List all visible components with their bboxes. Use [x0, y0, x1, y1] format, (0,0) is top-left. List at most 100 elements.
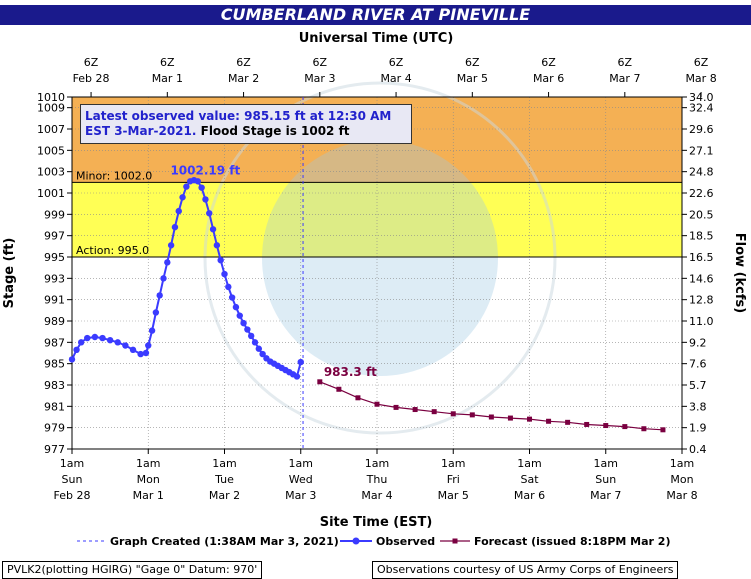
right-tick-label: 12.8 — [689, 294, 714, 307]
observed-point — [129, 346, 137, 353]
right-tick-label: 20.5 — [689, 208, 714, 221]
left-tick-label: 981 — [44, 400, 65, 413]
top-tick-label-date: Mar 3 — [304, 72, 335, 85]
minor-stage-label: Minor: 1002.0 — [76, 169, 152, 182]
forecast-point — [374, 401, 380, 407]
peak-label: 1002.19 ft — [170, 163, 240, 177]
top-tick-label-date: Mar 1 — [152, 72, 183, 85]
bottom-tick-label-date: Mar 6 — [514, 489, 545, 502]
right-tick-label: 24.8 — [689, 166, 714, 179]
observed-point — [198, 184, 205, 191]
observed-point — [183, 183, 190, 190]
forecast-point — [546, 418, 552, 424]
top-tick-label-hour: 6Z — [236, 56, 251, 69]
right-tick-label: 3.8 — [689, 400, 707, 413]
right-tick-label: 22.6 — [689, 187, 714, 200]
forecast-point — [603, 423, 609, 429]
left-tick-label: 1010 — [37, 91, 65, 104]
left-axis-title: Stage (ft) — [2, 238, 17, 309]
observed-point — [175, 207, 182, 215]
top-tick-label-date: Mar 8 — [685, 72, 716, 85]
bottom-tick-label-date: Mar 2 — [209, 489, 240, 502]
legend-observed-label: Observed — [376, 535, 435, 548]
bottom-tick-label-day: Thu — [366, 473, 388, 486]
bottom-tick-label-time: 1am — [670, 457, 694, 470]
top-tick-label-date: Feb 28 — [73, 72, 110, 85]
left-tick-label: 1007 — [37, 123, 65, 136]
observed-point — [99, 334, 106, 342]
right-tick-label: 11.0 — [689, 315, 714, 328]
forecast-point — [660, 427, 666, 433]
observed-point — [236, 312, 243, 319]
observed-point — [156, 292, 163, 299]
forecast-point — [450, 411, 456, 417]
left-tick-label: 997 — [44, 230, 65, 243]
top-tick-label-hour: 6Z — [541, 56, 556, 69]
observed-point — [160, 275, 167, 282]
left-tick-label: 991 — [44, 294, 65, 307]
observed-point — [255, 345, 263, 352]
observed-point — [179, 194, 186, 201]
observed-point — [152, 309, 160, 316]
bottom-tick-label-day: Sat — [520, 473, 539, 486]
top-tick-label-date: Mar 2 — [228, 72, 259, 85]
forecast-point — [488, 414, 494, 420]
right-tick-label: 1.9 — [689, 422, 707, 435]
observed-point — [142, 349, 150, 357]
observed-point — [247, 332, 255, 340]
bottom-tick-label-day: Tue — [214, 473, 234, 486]
bottom-tick-label-date: Mar 5 — [438, 489, 469, 502]
observed-point — [167, 242, 175, 249]
observed-point — [194, 178, 202, 185]
left-tick-label: 987 — [44, 336, 65, 349]
observed-point — [91, 333, 99, 341]
top-tick-label-hour: 6Z — [389, 56, 404, 69]
top-tick-label-date: Mar 4 — [380, 72, 411, 85]
forecast-point — [565, 419, 571, 425]
bottom-tick-label-day: Wed — [289, 473, 313, 486]
observed-point — [68, 356, 76, 363]
bottom-tick-label-time: 1am — [441, 457, 465, 470]
forecast-point — [431, 409, 437, 415]
chart-title: CUMBERLAND RIVER AT PINEVILLE — [0, 5, 751, 25]
observed-point — [297, 358, 304, 366]
observed-point — [206, 210, 213, 217]
right-tick-label: 5.7 — [689, 379, 707, 392]
bottom-tick-label-date: Mar 7 — [590, 489, 621, 502]
observations-credit: Observations courtesy of US Army Corps o… — [372, 561, 679, 579]
observed-point — [84, 334, 91, 342]
right-tick-label: 32.4 — [689, 102, 714, 115]
observed-point — [114, 339, 121, 346]
right-tick-label: 34.0 — [689, 91, 714, 104]
noaa-seal-inner-watermark — [262, 140, 498, 376]
left-tick-label: 983 — [44, 379, 65, 392]
right-tick-label: 29.6 — [689, 123, 714, 136]
right-tick-label: 16.5 — [689, 251, 714, 264]
observed-point — [225, 283, 232, 291]
left-tick-label: 1009 — [37, 102, 65, 115]
action-stage-label: Action: 995.0 — [76, 244, 149, 257]
observed-point — [164, 259, 171, 266]
right-tick-label: 27.1 — [689, 144, 714, 157]
left-tick-label: 1001 — [37, 187, 65, 200]
right-tick-label: 14.6 — [689, 272, 714, 285]
left-tick-label: 993 — [44, 272, 65, 285]
observed-point — [240, 319, 247, 327]
bottom-tick-label-time: 1am — [594, 457, 618, 470]
bottom-tick-label-day: Sun — [62, 473, 83, 486]
noaa-seal-watermark — [203, 81, 557, 435]
bottom-tick-label-time: 1am — [212, 457, 236, 470]
observed-point — [145, 342, 152, 349]
observed-point — [122, 342, 129, 349]
bottom-tick-label-time: 1am — [365, 457, 389, 470]
observed-point — [77, 339, 85, 346]
observed-point — [137, 350, 144, 358]
left-tick-label: 999 — [44, 208, 65, 221]
bottom-tick-label-day: Sun — [595, 473, 616, 486]
right-axis-title: Flow (kcfs) — [732, 233, 747, 313]
forecast-point — [336, 386, 342, 392]
forecast-point — [393, 404, 399, 410]
datum-note: PVLK2(plotting HGIRG) "Gage 0" Datum: 97… — [2, 561, 263, 579]
forecast-point — [527, 416, 532, 422]
